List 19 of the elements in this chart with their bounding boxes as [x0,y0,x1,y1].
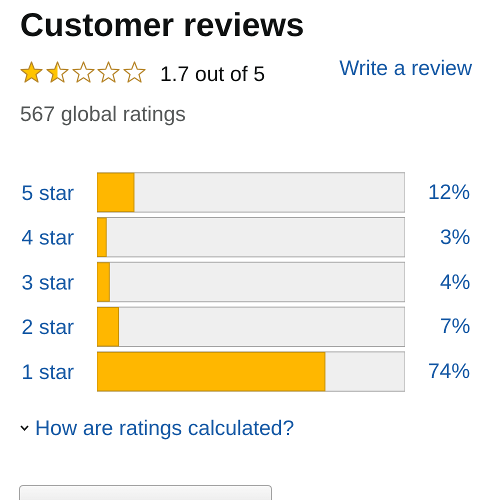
y-tick-label: 4 star [21,226,74,250]
chart-title: Customer reviews [20,6,304,42]
data-label: 7% [440,315,470,338]
data-label: 4% [440,271,470,294]
data-label: 74% [428,360,470,383]
bar [97,262,110,302]
y-tick-label: 1 star [21,360,74,384]
text: How are ratings calculated? [35,416,294,440]
y-tick-label: 5 star [21,182,74,205]
bar [97,217,107,257]
bar [97,307,120,347]
bar [97,172,134,212]
y-tick-label: 3 star [21,271,74,294]
data-label: 3% [440,226,470,249]
data-label: 12% [428,181,470,204]
text: 567 global ratings [20,102,186,126]
y-tick-label: 2 star [21,316,74,340]
text: Write a review [339,57,472,80]
text: 1.7 out of 5 [160,63,266,86]
